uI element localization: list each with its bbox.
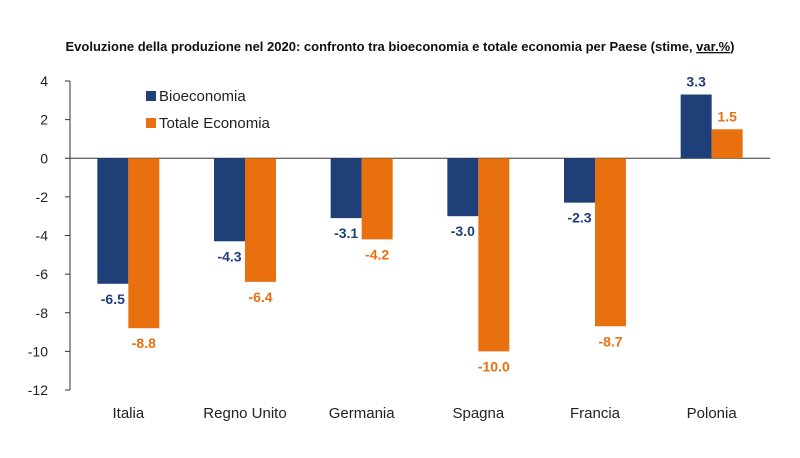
chart-title-link: var.% bbox=[696, 39, 730, 54]
bar-totale-economia bbox=[478, 158, 510, 352]
data-label: -6.5 bbox=[101, 291, 125, 307]
bar-bioeconomia bbox=[447, 158, 479, 217]
data-label: -2.3 bbox=[567, 210, 591, 226]
legend: Bioeconomia Totale Economia bbox=[146, 88, 271, 132]
category-label: Francia bbox=[570, 405, 621, 422]
bar-totale-economia bbox=[711, 129, 743, 159]
y-tick-label: -10 bbox=[28, 343, 48, 359]
category-label: Italia bbox=[112, 405, 144, 422]
bar-totale-economia bbox=[245, 158, 276, 282]
category-label: Regno Unito bbox=[203, 405, 286, 422]
y-tick-label: 2 bbox=[40, 112, 48, 128]
data-label: -8.8 bbox=[132, 335, 156, 351]
bar-bioeconomia bbox=[97, 158, 129, 284]
y-tick-label: -4 bbox=[36, 228, 49, 244]
bar-totale-economia bbox=[595, 158, 626, 327]
chart-title-end: ) bbox=[730, 39, 734, 54]
data-label: 1.5 bbox=[717, 108, 737, 124]
bars bbox=[97, 94, 743, 352]
y-tick-label: -12 bbox=[28, 382, 48, 398]
y-tick-label: -6 bbox=[36, 266, 49, 282]
bar-bioeconomia bbox=[214, 158, 245, 242]
data-label: -6.4 bbox=[248, 289, 272, 305]
y-tick-label: -8 bbox=[36, 305, 49, 321]
data-label: -10.0 bbox=[478, 358, 510, 374]
legend-swatch bbox=[146, 118, 156, 128]
category-label: Spagna bbox=[452, 405, 504, 422]
bar-totale-economia bbox=[128, 158, 160, 329]
data-label: 3.3 bbox=[686, 74, 706, 90]
bar-totale-economia bbox=[361, 158, 393, 240]
data-labels: -6.5 -8.8 -4.3 -6.4 -3.1 -4.2 -3.0 -10.0 -2.3 -8.… bbox=[101, 74, 737, 375]
data-label: -8.7 bbox=[598, 333, 622, 349]
chart-title: Evoluzione della produzione nel 2020: co… bbox=[66, 39, 735, 54]
data-label: -3.0 bbox=[451, 223, 475, 239]
y-axis: 4 2 0 -2 -4 -6 -8 -10 -12 bbox=[28, 73, 770, 398]
y-tick-label: -2 bbox=[36, 189, 49, 205]
bar-bioeconomia bbox=[564, 158, 595, 203]
bar-bioeconomia bbox=[680, 94, 712, 159]
data-label: -4.2 bbox=[365, 246, 389, 262]
y-tick-label: 4 bbox=[40, 73, 48, 89]
category-labels: Italia Regno Unito Germania Spagna Francia Po… bbox=[112, 405, 737, 422]
category-label: Polonia bbox=[687, 405, 738, 422]
legend-swatch bbox=[146, 91, 156, 101]
chart-title-main: Evoluzione della produzione nel 2020: co… bbox=[66, 39, 697, 54]
category-label: Germania bbox=[329, 405, 396, 422]
legend-label: Totale Economia bbox=[159, 115, 271, 132]
data-label: -3.1 bbox=[334, 225, 358, 241]
data-label: -4.3 bbox=[217, 248, 241, 264]
legend-label: Bioeconomia bbox=[159, 88, 246, 105]
bar-bioeconomia bbox=[330, 158, 362, 219]
y-tick-label: 0 bbox=[40, 150, 48, 166]
